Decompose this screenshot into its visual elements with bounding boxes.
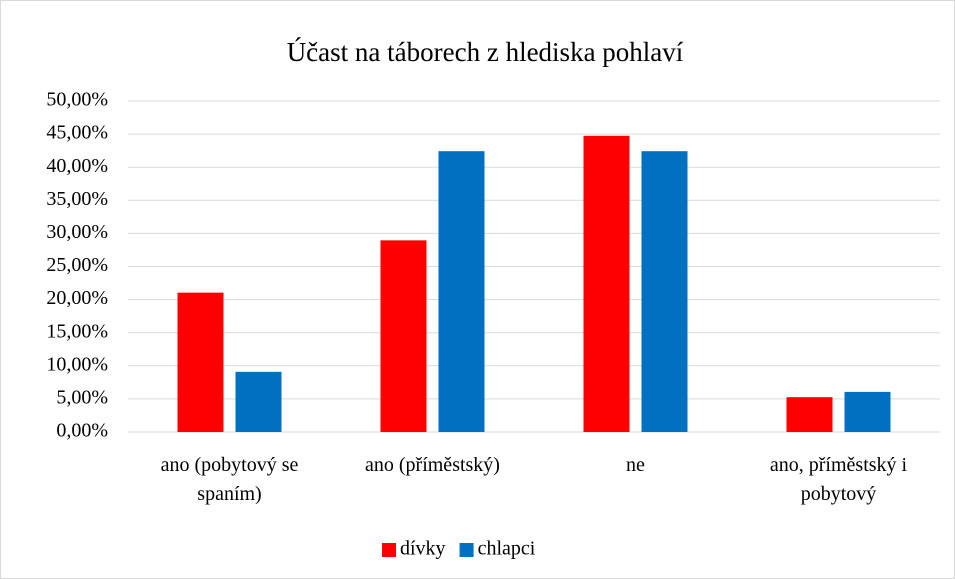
y-tick-label: 0,00% [56,420,108,442]
y-tick-label: 10,00% [46,353,108,375]
y-tick-label: 30,00% [46,221,108,243]
chart-title: Účast na táborech z hlediska pohlaví [287,37,684,67]
y-tick-label: 50,00% [46,89,108,111]
bar [177,292,224,432]
legend-label: dívky [400,538,446,560]
legend-swatch [382,543,396,557]
y-tick-label: 25,00% [46,254,108,276]
y-tick-label: 20,00% [46,287,108,309]
x-tick-label: ano (příměstský) [365,454,500,476]
legend-swatch [459,543,474,557]
y-tick-label: 45,00% [46,122,108,144]
bar [786,397,833,432]
y-tick-label: 40,00% [46,155,108,177]
bar [438,151,485,432]
x-tick-label: ano, příměstský i pobytový [770,454,908,505]
bar [583,135,630,432]
bar [844,391,891,432]
x-tick-label: ne [626,454,645,476]
bar [641,151,688,432]
bar [235,371,282,432]
legend-label: chlapci [478,538,536,560]
y-tick-label: 5,00% [56,386,108,408]
y-tick-label: 15,00% [46,320,108,342]
y-tick-label: 35,00% [46,188,108,210]
bar [380,240,427,432]
x-tick-label: ano (pobytový se spaním) [161,454,299,505]
